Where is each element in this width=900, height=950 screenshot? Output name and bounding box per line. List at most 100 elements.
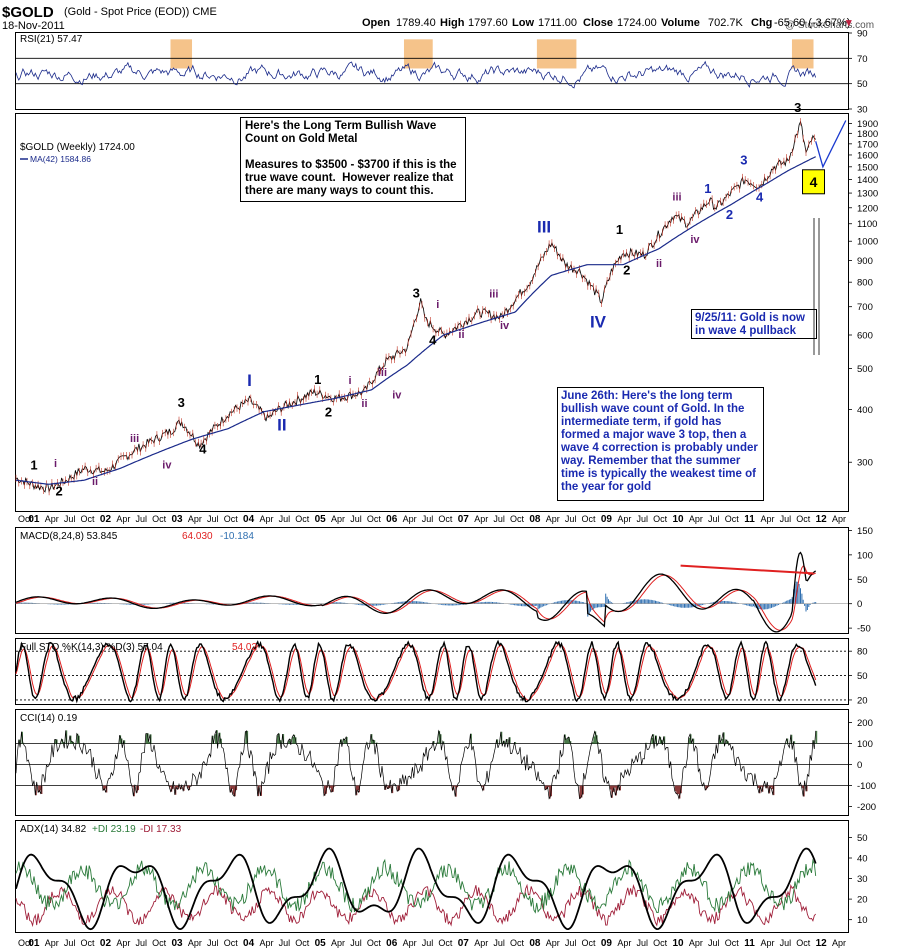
x-tick-label: Apr [45, 938, 59, 948]
sto-label: Full STO %K(14,3) %D(3) 57.04 [20, 642, 163, 653]
x-tick-label: Apr [760, 938, 774, 948]
rsi-panel: RSI(21) 57.47 90 70 50 30 [15, 29, 868, 116]
rsi-tick-label: 50 [857, 79, 868, 90]
rsi-levels [16, 57, 848, 85]
x-tick-label: Oct [367, 938, 382, 948]
x-tick-label: Apr [760, 514, 774, 524]
x-tick-label: Jul [780, 514, 792, 524]
macd-tick-label: 100 [857, 550, 873, 561]
volume-label: Volume [661, 17, 700, 29]
adx-neg-di-line [15, 883, 817, 928]
x-tick-label: 07 [458, 514, 470, 525]
price-bars [15, 118, 815, 496]
high-value: 1797.60 [468, 17, 508, 29]
sto-ticks: 80 50 20 [848, 647, 868, 706]
x-tick-label: Apr [188, 938, 202, 948]
x-tick-label: Jul [135, 514, 147, 524]
x-tick-label: Jul [780, 938, 792, 948]
adx-neg-di-value: -DI 17.33 [140, 824, 182, 835]
sto-d-line [15, 643, 817, 701]
cci-tick-label: -100 [857, 781, 876, 792]
adx-label: ADX(14) 34.82 [20, 824, 87, 835]
rsi-highlights [170, 39, 814, 69]
low-label: Low [512, 17, 534, 29]
wave-label: 4 [756, 190, 764, 205]
x-tick-label: Oct [224, 938, 239, 948]
adx-panel: ADX(14) 34.82 +DI 23.19 -DI 17.33 50 40 30… [15, 824, 868, 931]
x-tick-label: Oct [295, 514, 310, 524]
x-tick-label: Oct [796, 938, 811, 948]
x-tick-label: Oct [152, 938, 167, 948]
x-tick-label: Apr [259, 938, 273, 948]
macd-signal-line [15, 565, 816, 631]
x-tick-label: Oct [725, 938, 740, 948]
wave-label: 4 [199, 441, 207, 456]
x-tick-label: 09 [601, 938, 613, 949]
x-tick-label: Apr [474, 514, 488, 524]
price-tick-label: 300 [857, 458, 873, 469]
open-value: 1789.40 [396, 17, 436, 29]
x-tick-label: 10 [672, 938, 684, 949]
rsi-highlight [536, 39, 577, 69]
close-label: Close [583, 17, 613, 29]
macd-tick-label: 0 [857, 599, 862, 610]
x-tick-label: 04 [243, 514, 255, 525]
x-tick-label: Oct [224, 514, 239, 524]
price-line [15, 120, 816, 494]
rsi-label: RSI(21) 57.47 [20, 34, 83, 45]
note-june: June 26th: Here's the long term bullish … [557, 387, 764, 501]
wave-label: ii [361, 398, 367, 410]
x-tick-label: Oct [582, 938, 597, 948]
wave-label: iii [672, 191, 681, 203]
wave-label: 3 [794, 100, 801, 115]
x-tick-label: 01 [28, 514, 40, 525]
x-tick-label: Oct [653, 938, 668, 948]
x-tick-label: Oct [438, 514, 453, 524]
adx-tick-label: 40 [857, 854, 868, 865]
x-tick-label: 10 [672, 514, 684, 525]
x-tick-label: 12 [816, 938, 828, 949]
rsi-highlight [170, 39, 193, 69]
wave-label: i [54, 458, 57, 470]
x-tick-label: Jul [207, 938, 219, 948]
macd-frame [15, 527, 849, 634]
x-tick-label: Jul [64, 514, 76, 524]
x-tick-label: Jul [350, 514, 362, 524]
x-tick-label: Oct [81, 514, 96, 524]
x-tick-label: Jul [279, 938, 291, 948]
rsi-tick-label: 30 [857, 105, 868, 116]
wave-label: 4 [810, 174, 818, 190]
wave-4-box [802, 169, 826, 195]
adx-tick-label: 30 [857, 874, 868, 885]
x-tick-label: 01 [28, 938, 40, 949]
projection-line [815, 120, 847, 169]
open-label: Open [362, 17, 390, 29]
price-tick-label: 1600 [857, 150, 878, 161]
cci-frame [15, 709, 849, 816]
macd-signal-value: 64.030 [182, 531, 213, 542]
rsi-tick-label: 70 [857, 54, 868, 65]
x-tick-label: Apr [832, 938, 846, 948]
chg-label: Chg [751, 17, 772, 29]
macd-tick-label: 50 [857, 575, 868, 586]
wave-label: 2 [623, 262, 630, 277]
sto-panel: Full STO %K(14,3) %D(3) 57.04 54.02 80 50… [15, 639, 868, 706]
x-tick-label: Jul [64, 938, 76, 948]
wave-label: 2 [325, 404, 332, 419]
wave-label: 3 [413, 286, 420, 301]
adx-frame [15, 820, 849, 933]
wave-label: iv [500, 320, 510, 332]
sto-tick-label: 80 [857, 647, 868, 658]
x-tick-label: Apr [474, 938, 488, 948]
x-tick-label: Jul [422, 938, 434, 948]
low-value: 1711.00 [538, 17, 577, 29]
adx-pos-di-line [15, 858, 817, 914]
rsi-highlight [791, 39, 814, 69]
sto-k-line [15, 639, 817, 704]
wave-label: iv [162, 459, 172, 471]
x-tick-label: Jul [565, 938, 577, 948]
price-tick-label: 500 [857, 364, 873, 375]
price-tick-label: 1100 [857, 219, 877, 230]
